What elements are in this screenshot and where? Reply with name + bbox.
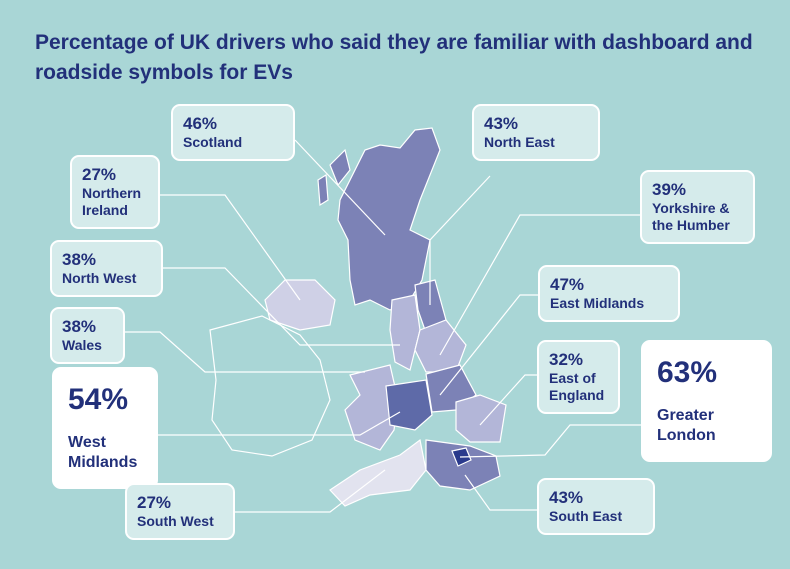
ireland <box>209 315 331 457</box>
region-name: Scotland <box>183 134 243 150</box>
leader-line <box>459 424 641 458</box>
region-percent: 38% <box>62 317 97 336</box>
yorkshire <box>414 319 467 373</box>
region-name: Wales <box>62 337 102 353</box>
region-box: 39% Yorkshire & the Humber <box>640 170 755 244</box>
wales <box>344 364 399 451</box>
region-percent: 27% <box>82 165 117 184</box>
region-box: 46% Scotland <box>171 104 295 161</box>
island <box>329 148 351 187</box>
region-box: 43% South East <box>537 478 655 535</box>
region-name: West Midlands <box>68 434 138 471</box>
region-percent: 39% <box>652 180 687 199</box>
leader-lines <box>125 139 641 513</box>
region-name: Greater London <box>657 407 716 444</box>
region-name: Yorkshire & the Humber <box>652 200 730 233</box>
region-name: South East <box>549 508 623 524</box>
leader-line <box>464 474 537 511</box>
leader-line <box>235 469 386 513</box>
leader-line <box>439 214 640 356</box>
region-box: 54% West Midlands <box>52 367 158 489</box>
region-percent: 54% <box>68 383 129 416</box>
region-box: 38% North West <box>50 240 163 297</box>
region-name: South West <box>137 513 214 529</box>
region-box: 27% Northern Ireland <box>70 155 160 229</box>
region-percent: 27% <box>137 493 172 512</box>
north-west <box>389 294 421 371</box>
leader-line <box>163 267 400 346</box>
west-midlands <box>385 379 433 431</box>
title: Percentage of UK drivers who said they a… <box>35 31 753 84</box>
map-shapes <box>209 127 507 507</box>
region-box: 47% East Midlands <box>538 265 680 322</box>
island <box>317 173 329 207</box>
region-percent: 43% <box>549 488 584 507</box>
region-name: East Midlands <box>550 295 645 311</box>
region-box: 38% Wales <box>50 307 125 364</box>
region-box: 63% Greater London <box>641 340 772 462</box>
leader-line <box>294 139 386 236</box>
region-percent: 46% <box>183 114 218 133</box>
region-box: 32% East of England <box>537 340 620 414</box>
region-name: East of England <box>549 370 605 403</box>
region-percent: 38% <box>62 250 97 269</box>
region-percent: 47% <box>550 275 585 294</box>
leader-line <box>158 411 401 436</box>
leader-line <box>479 374 537 426</box>
leader-line <box>429 175 491 305</box>
region-percent: 43% <box>484 114 519 133</box>
region-box: 27% South West <box>125 483 235 540</box>
region-box: 43% North East <box>472 104 600 161</box>
region-name: North East <box>484 134 555 150</box>
region-name: North West <box>62 270 137 286</box>
region-percent: 32% <box>549 350 584 369</box>
region-percent: 63% <box>657 356 718 389</box>
south-east <box>425 439 501 491</box>
south-west <box>329 438 427 507</box>
leader-line <box>125 331 365 373</box>
region-name: Northern Ireland <box>82 185 142 218</box>
east-of-england <box>455 394 507 443</box>
leader-line <box>439 294 538 396</box>
northern-ireland <box>264 279 336 331</box>
leader-line <box>160 194 301 301</box>
